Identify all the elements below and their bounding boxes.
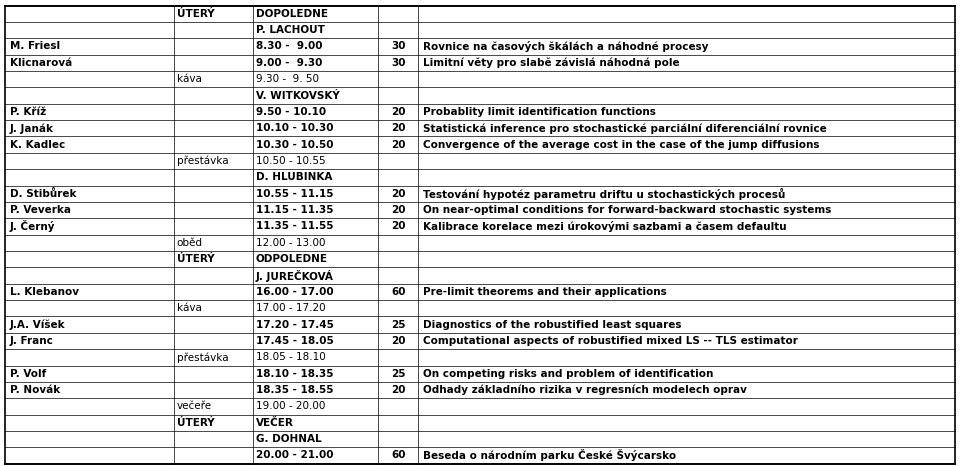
Text: P. LACHOUT: P. LACHOUT (255, 25, 324, 35)
Text: J. Franc: J. Franc (10, 336, 54, 346)
Text: 17.00 - 17.20: 17.00 - 17.20 (255, 303, 325, 313)
Text: 20: 20 (391, 385, 405, 395)
Text: Beseda o národním parku České Švýcarsko: Beseda o národním parku České Švýcarsko (423, 450, 676, 461)
Text: D. Stibůrek: D. Stibůrek (10, 189, 76, 199)
Text: On near-optimal conditions for forward-backward stochastic systems: On near-optimal conditions for forward-b… (423, 205, 831, 215)
Text: 9.30 -  9. 50: 9.30 - 9. 50 (255, 74, 319, 84)
Text: DOPOLEDNE: DOPOLEDNE (255, 9, 327, 19)
Text: 25: 25 (391, 369, 405, 379)
Text: On competing risks and problem of identification: On competing risks and problem of identi… (423, 369, 713, 379)
Text: 20: 20 (391, 123, 405, 133)
Text: 10.10 - 10.30: 10.10 - 10.30 (255, 123, 333, 133)
Text: Computational aspects of robustified mixed LS -- TLS estimator: Computational aspects of robustified mix… (423, 336, 798, 346)
Text: M. Friesl: M. Friesl (10, 41, 60, 51)
Text: 9.50 - 10.10: 9.50 - 10.10 (255, 107, 325, 117)
Text: 20: 20 (391, 107, 405, 117)
Text: 19.00 - 20.00: 19.00 - 20.00 (255, 401, 325, 411)
Text: 30: 30 (391, 58, 405, 68)
Text: K. Kadlec: K. Kadlec (10, 140, 65, 150)
Text: ÚTERÝ: ÚTERÝ (177, 254, 214, 264)
Text: Pre-limit theorems and their applications: Pre-limit theorems and their application… (423, 287, 667, 297)
Text: 10.55 - 11.15: 10.55 - 11.15 (255, 189, 333, 199)
Text: 10.30 - 10.50: 10.30 - 10.50 (255, 140, 333, 150)
Text: P. Kříž: P. Kříž (10, 107, 46, 117)
Text: V. WITKOVSKÝ: V. WITKOVSKÝ (255, 90, 340, 101)
Text: Probablity limit identification functions: Probablity limit identification function… (423, 107, 656, 117)
Text: J.A. Víšek: J.A. Víšek (10, 319, 65, 330)
Text: L. Klebanov: L. Klebanov (10, 287, 79, 297)
Text: J. Janák: J. Janák (10, 123, 54, 134)
Text: 60: 60 (391, 451, 405, 460)
Text: 20: 20 (391, 336, 405, 346)
Text: G. DOHNAL: G. DOHNAL (255, 434, 322, 444)
Text: 60: 60 (391, 287, 405, 297)
Text: 9.00 -  9.30: 9.00 - 9.30 (255, 58, 323, 68)
Text: Limitní věty pro slabě závislá náhodná pole: Limitní věty pro slabě závislá náhodná p… (423, 58, 680, 68)
Text: ÚTERÝ: ÚTERÝ (177, 9, 214, 19)
Text: oběd: oběd (177, 238, 203, 248)
Text: ODPOLEDNE: ODPOLEDNE (255, 254, 327, 264)
Text: D. HLUBINKA: D. HLUBINKA (255, 172, 332, 182)
Text: Odhady základního rizika v regresních modelech oprav: Odhady základního rizika v regresních mo… (423, 385, 747, 395)
Text: Klicnarová: Klicnarová (10, 58, 72, 68)
Text: Testování hypotéz parametru driftu u stochastických procesů: Testování hypotéz parametru driftu u sto… (423, 188, 785, 200)
Text: přestávka: přestávka (177, 156, 228, 166)
Text: J. JUREČKOVÁ: J. JUREČKOVÁ (255, 269, 334, 281)
Text: 8.30 -  9.00: 8.30 - 9.00 (255, 41, 323, 51)
Text: 18.35 - 18.55: 18.35 - 18.55 (255, 385, 333, 395)
Text: Rovnice na časových škálách a náhodné procesy: Rovnice na časových škálách a náhodné pr… (423, 41, 708, 52)
Text: P. Novák: P. Novák (10, 385, 60, 395)
Text: káva: káva (177, 303, 202, 313)
Text: 20: 20 (391, 205, 405, 215)
Text: Convergence of the average cost in the case of the jump diffusions: Convergence of the average cost in the c… (423, 140, 820, 150)
Text: 12.00 - 13.00: 12.00 - 13.00 (255, 238, 325, 248)
Text: přestávka: přestávka (177, 352, 228, 363)
Text: 18.10 - 18.35: 18.10 - 18.35 (255, 369, 333, 379)
Text: 25: 25 (391, 320, 405, 329)
Text: 17.20 - 17.45: 17.20 - 17.45 (255, 320, 334, 329)
Text: 18.05 - 18.10: 18.05 - 18.10 (255, 352, 325, 363)
Text: 17.45 - 18.05: 17.45 - 18.05 (255, 336, 333, 346)
Text: Diagnostics of the robustified least squares: Diagnostics of the robustified least squ… (423, 320, 682, 329)
Text: 20: 20 (391, 189, 405, 199)
Text: VEČER: VEČER (255, 418, 294, 428)
Text: 20.00 - 21.00: 20.00 - 21.00 (255, 451, 333, 460)
Text: večeře: večeře (177, 401, 212, 411)
Text: P. Veverka: P. Veverka (10, 205, 71, 215)
Text: 10.50 - 10.55: 10.50 - 10.55 (255, 156, 325, 166)
Text: 20: 20 (391, 221, 405, 232)
Text: Statistická inference pro stochastické parciální diferenciální rovnice: Statistická inference pro stochastické p… (423, 123, 827, 134)
Text: J. Černý: J. Černý (10, 220, 55, 233)
Text: 30: 30 (391, 41, 405, 51)
Text: 20: 20 (391, 140, 405, 150)
Text: 11.15 - 11.35: 11.15 - 11.35 (255, 205, 333, 215)
Text: 11.35 - 11.55: 11.35 - 11.55 (255, 221, 333, 232)
Text: ÚTERÝ: ÚTERÝ (177, 418, 214, 428)
Text: Kalibrace korelace mezi úrokovými sazbami a časem defaultu: Kalibrace korelace mezi úrokovými sazbam… (423, 221, 786, 232)
Text: P. Volf: P. Volf (10, 369, 46, 379)
Text: 16.00 - 17.00: 16.00 - 17.00 (255, 287, 333, 297)
Text: káva: káva (177, 74, 202, 84)
